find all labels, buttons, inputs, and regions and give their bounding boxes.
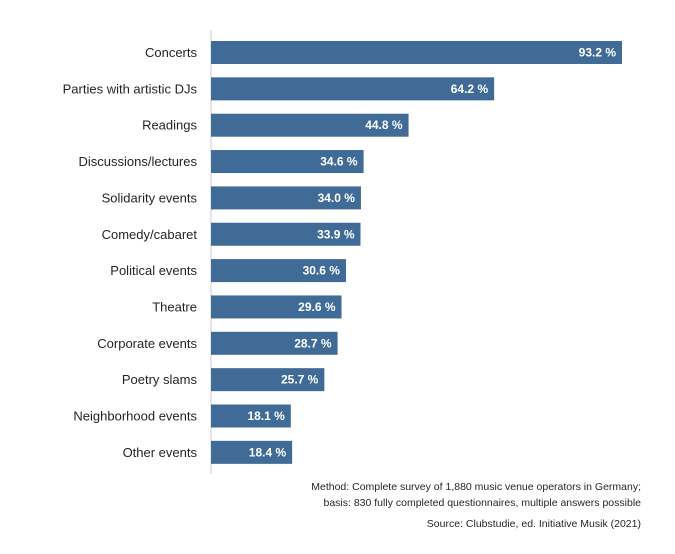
category-label-2: Parties with artistic DJs <box>63 81 198 96</box>
category-label-3: Readings <box>142 118 197 133</box>
value-label-4: 34.6 % <box>320 155 358 169</box>
value-label-7: 30.6 % <box>303 264 341 278</box>
category-label-11: Neighborhood events <box>73 409 197 424</box>
category-label-7: Political events <box>110 263 197 278</box>
bar-11 <box>211 404 291 428</box>
bar-2 <box>211 77 495 101</box>
bar-6 <box>211 222 361 246</box>
source-note: Source: Clubstudie, ed. Initiative Musik… <box>426 518 641 530</box>
bar-3 <box>211 113 409 137</box>
category-label-1: Concerts <box>145 45 198 60</box>
value-label-9: 28.7 % <box>294 336 332 350</box>
bars: Concerts 93.2 % Parties with artistic DJs 6… <box>63 41 623 464</box>
value-label-6: 33.9 % <box>317 227 355 241</box>
category-label-10: Poetry slams <box>122 372 198 387</box>
bar-10 <box>211 368 325 392</box>
method-note-line-2: basis: 830 fully completed questionnaire… <box>323 497 641 509</box>
bar-1 <box>211 41 623 64</box>
value-label-12: 18.4 % <box>249 445 287 459</box>
value-label-11: 18.1 % <box>247 409 285 423</box>
bar-7 <box>211 259 346 283</box>
bar-8 <box>211 295 342 319</box>
method-note: Method: Complete survey of 1,880 music v… <box>311 479 641 511</box>
category-label-8: Theatre <box>152 299 197 314</box>
method-note-line-1: Method: Complete survey of 1,880 music v… <box>311 481 641 493</box>
category-label-4: Discussions/lectures <box>79 154 198 169</box>
bar-12 <box>211 440 293 464</box>
category-label-12: Other events <box>123 445 198 460</box>
bar-9 <box>211 331 338 355</box>
value-label-5: 34.0 % <box>318 191 356 205</box>
category-label-6: Comedy/cabaret <box>102 227 198 242</box>
bar-5 <box>211 186 361 210</box>
value-label-8: 29.6 % <box>298 300 336 314</box>
value-label-1: 93.2 % <box>579 46 617 60</box>
category-label-9: Corporate events <box>97 336 197 351</box>
bar-4 <box>211 150 364 174</box>
category-label-5: Solidarity events <box>102 190 198 205</box>
value-label-10: 25.7 % <box>281 373 319 387</box>
value-label-2: 64.2 % <box>451 82 489 96</box>
value-label-3: 44.8 % <box>365 118 403 132</box>
